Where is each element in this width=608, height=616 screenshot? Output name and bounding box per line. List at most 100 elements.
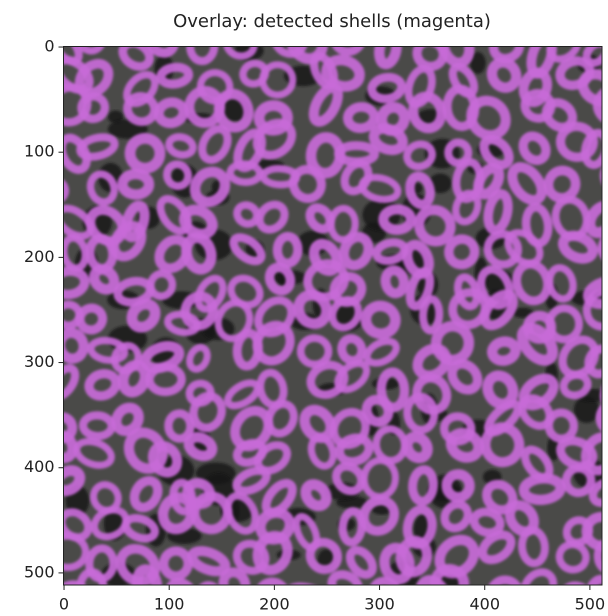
shell <box>63 266 90 300</box>
shell <box>473 162 505 200</box>
shell <box>483 230 523 269</box>
shell <box>118 46 154 71</box>
shell <box>520 568 558 585</box>
shell <box>308 82 343 127</box>
shell <box>476 265 514 310</box>
shell <box>78 411 116 441</box>
shell <box>593 537 602 575</box>
shell <box>252 320 295 366</box>
shell <box>376 367 410 413</box>
shell <box>334 359 371 394</box>
shell <box>147 441 183 478</box>
shell <box>338 507 366 547</box>
y-tick-label: 400 <box>24 457 55 476</box>
shell <box>264 262 296 296</box>
shell <box>405 267 435 311</box>
shell <box>214 299 254 343</box>
shell <box>181 232 217 275</box>
shell <box>272 231 303 268</box>
shell <box>448 288 490 330</box>
shell <box>358 173 402 203</box>
shell <box>178 204 218 240</box>
shell <box>483 189 513 236</box>
shell <box>283 582 332 585</box>
shell <box>307 433 337 470</box>
shell <box>486 575 524 585</box>
shell <box>518 473 566 506</box>
shell <box>592 85 602 127</box>
shell <box>165 133 197 159</box>
shell <box>252 530 293 576</box>
shell <box>408 465 438 506</box>
shell <box>189 391 226 433</box>
shell <box>337 334 367 366</box>
shell <box>487 336 521 366</box>
shell <box>486 57 522 93</box>
shell <box>374 46 402 70</box>
shell <box>218 567 251 585</box>
shell <box>187 546 231 577</box>
dark-gap <box>428 173 452 194</box>
shell <box>452 189 482 226</box>
shell <box>556 436 598 471</box>
shell <box>360 300 401 340</box>
shell <box>121 200 150 243</box>
shell <box>76 133 119 161</box>
shell <box>479 289 518 331</box>
x-tick-label: 0 <box>59 595 69 614</box>
shell <box>580 128 602 169</box>
shell <box>183 432 218 462</box>
shell <box>121 513 159 543</box>
dark-gap <box>470 52 486 74</box>
shell <box>546 46 582 63</box>
shell <box>414 204 456 247</box>
shell <box>146 269 177 301</box>
shell <box>229 233 266 266</box>
shell <box>117 359 151 398</box>
shell <box>84 369 121 401</box>
shell <box>73 437 115 469</box>
shell <box>555 121 598 162</box>
shell <box>561 463 596 498</box>
x-tick-label: 500 <box>575 595 606 614</box>
shell <box>76 567 108 585</box>
shell <box>403 140 436 171</box>
shell <box>518 131 551 165</box>
x-tick-label: 400 <box>469 595 500 614</box>
shell <box>156 62 194 89</box>
shell <box>299 404 336 444</box>
shell <box>489 46 525 64</box>
shell <box>157 492 197 535</box>
shell <box>131 564 163 585</box>
shell <box>415 575 451 585</box>
shell <box>582 287 602 331</box>
shell <box>296 334 333 369</box>
x-tick-label: 200 <box>259 595 290 614</box>
shell <box>581 511 602 551</box>
shell <box>588 478 602 507</box>
shell <box>253 100 293 136</box>
shell <box>329 46 367 56</box>
shell <box>504 229 544 267</box>
shell <box>440 500 473 533</box>
shell <box>126 298 161 333</box>
shell <box>558 230 598 264</box>
shell <box>63 412 78 444</box>
dark-gap <box>573 396 600 423</box>
shell <box>86 170 118 206</box>
shell <box>76 46 107 55</box>
shell <box>338 232 374 271</box>
shell <box>145 362 186 397</box>
shell <box>305 537 343 575</box>
shell <box>405 171 435 210</box>
shell <box>328 296 363 332</box>
shell <box>153 97 189 129</box>
y-tick-label: 0 <box>44 37 54 56</box>
axes-frame <box>63 46 603 586</box>
shell <box>368 576 402 585</box>
shell <box>63 430 78 464</box>
shell <box>223 46 258 60</box>
shell <box>213 88 254 133</box>
shell <box>335 433 374 467</box>
shell <box>430 320 475 366</box>
